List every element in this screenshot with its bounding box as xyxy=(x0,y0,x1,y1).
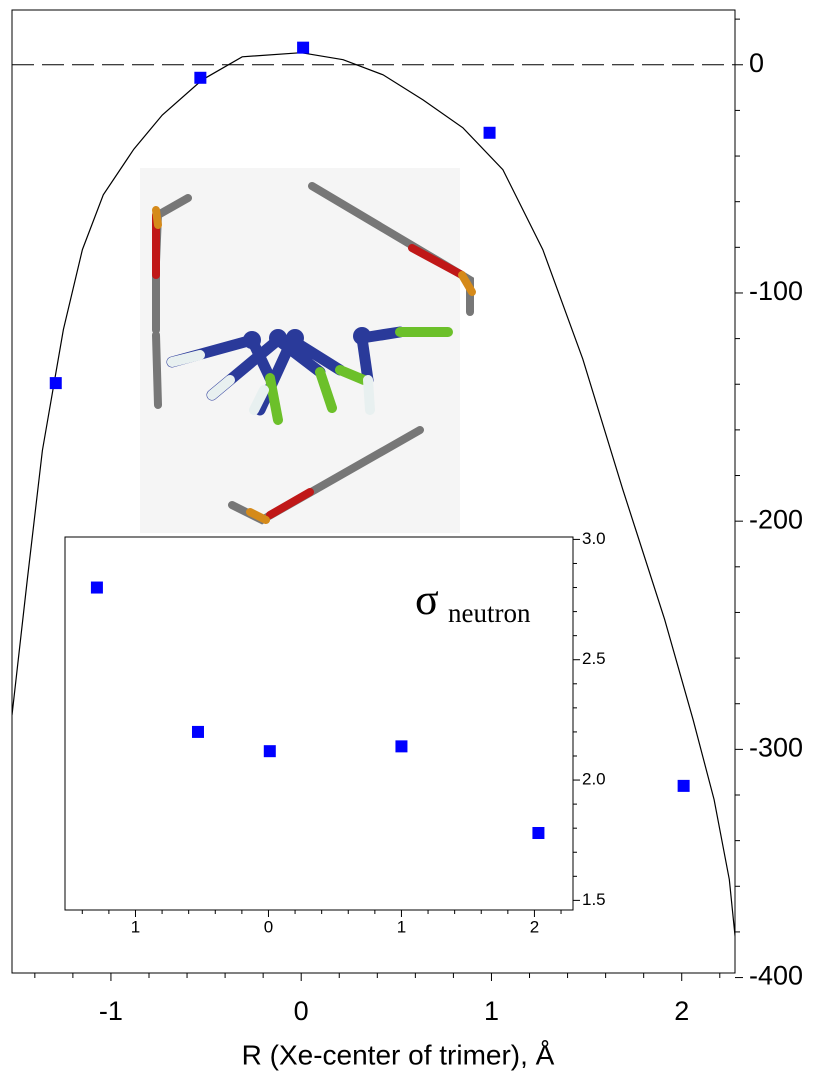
y-tick-label: -400 xyxy=(749,961,803,991)
molecule-image xyxy=(140,168,472,533)
x-tick-label: 0 xyxy=(264,917,273,936)
data-point xyxy=(395,740,407,752)
y-tick-label: -300 xyxy=(749,732,803,762)
x-tick-label: 2 xyxy=(530,917,539,936)
inset-label-subscript: neutron xyxy=(448,598,531,628)
plot-background xyxy=(65,537,573,910)
data-point xyxy=(264,745,276,757)
data-point xyxy=(484,127,496,139)
x-tick-label: 1 xyxy=(397,917,406,936)
chart: 0 -100 -200 -300 -400 -1 0 1 2 3.0 2.5 2.0 1.5 1 0 1 2 σ… xyxy=(0,0,826,1081)
x-tick-label: -1 xyxy=(99,996,123,1026)
data-point xyxy=(50,377,62,389)
data-point xyxy=(297,42,309,54)
data-point xyxy=(678,780,690,792)
y-tick-label: 2.5 xyxy=(582,649,606,668)
y-tick-label: 3.0 xyxy=(582,529,606,548)
y-tick-label: 1.5 xyxy=(582,890,606,909)
y-tick-label: -200 xyxy=(749,504,803,534)
y-tick-label: 2.0 xyxy=(582,770,606,789)
y-tick-label: -100 xyxy=(749,276,803,306)
page: {"chart_data": [ {"type": "scatter", "x_… xyxy=(0,0,826,1081)
x-tick-label: 1 xyxy=(131,917,140,936)
inset-label: σ xyxy=(415,575,439,624)
x-tick-label: 2 xyxy=(674,996,689,1026)
x-axis-title: R (Xe-center of trimer), Å xyxy=(242,1039,555,1070)
x-tick-label: 0 xyxy=(294,996,309,1026)
x-tick-label: 1 xyxy=(484,996,499,1026)
data-point xyxy=(532,827,544,839)
data-point xyxy=(194,72,206,84)
inset-plot: 3.0 2.5 2.0 1.5 1 0 1 2 σ neutron xyxy=(65,529,606,937)
data-point xyxy=(91,582,103,594)
data-point xyxy=(192,726,204,738)
y-tick-label: 0 xyxy=(749,48,764,78)
